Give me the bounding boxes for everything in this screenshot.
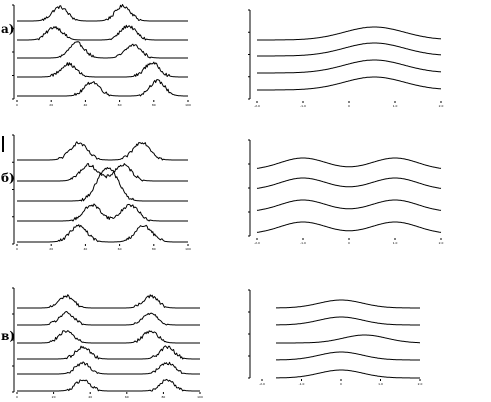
panel-v-left-noisy-traces: 0 20 40 60 80 100 <box>12 287 203 399</box>
profile-trace-2 <box>257 42 442 57</box>
profile-trace-3 <box>17 330 200 344</box>
x-tick-label: 2.0 <box>418 382 423 386</box>
profile-trace-3 <box>257 59 442 74</box>
x-tick-label: 100 <box>185 103 191 107</box>
profile-trace-3 <box>276 334 420 344</box>
x-tick-label: 80 <box>161 395 165 399</box>
x-tick-label: 0 <box>340 382 342 386</box>
panel-b-right-smooth-traces: -2.0 -1.0 0 1.0 2.0 <box>248 139 444 245</box>
profile-trace-1 <box>17 141 188 161</box>
x-tick-label: 2.0 <box>439 241 444 245</box>
profile-trace-4 <box>276 351 420 361</box>
profile-trace-1 <box>276 299 420 309</box>
profile-trace-4 <box>17 61 188 78</box>
x-tick-label: 80 <box>152 103 156 107</box>
profile-trace-2 <box>276 316 420 326</box>
panel-a-left-noisy-traces: 0 20 40 60 80 100 <box>12 4 191 107</box>
x-tick-label: 0 <box>16 103 18 107</box>
profile-trace-2 <box>17 163 188 182</box>
x-tick-label: 100 <box>197 395 203 399</box>
x-tick-label: 60 <box>118 103 122 107</box>
profile-trace-2 <box>17 311 200 326</box>
profile-trace-3 <box>17 167 188 202</box>
profile-trace-4 <box>17 345 200 360</box>
x-tick-label: -2.0 <box>259 382 265 386</box>
x-tick-label: 0 <box>16 395 18 399</box>
x-tick-label: 40 <box>83 247 87 251</box>
x-tick-label: 60 <box>125 395 129 399</box>
x-tick-label: 60 <box>118 247 122 251</box>
panel-b-left-noisy-traces: 0 20 40 60 80 100 <box>12 134 191 251</box>
x-tick-label: 40 <box>88 395 92 399</box>
panel-label-a: а) <box>1 22 14 36</box>
x-tick-label: 2.0 <box>439 104 444 108</box>
profile-trace-4 <box>257 76 442 91</box>
profile-trace-5 <box>17 224 188 243</box>
x-tick-label: -1.0 <box>300 241 306 245</box>
x-tick-label: 20 <box>52 395 56 399</box>
profile-trace-6 <box>17 378 200 392</box>
profile-trace-3 <box>17 41 188 59</box>
profile-trace-5 <box>17 79 188 97</box>
x-tick-label: 0 <box>348 104 350 108</box>
profile-trace-2 <box>17 24 188 41</box>
x-tick-label: 0 <box>16 247 18 251</box>
panel-label-b: б) <box>1 171 15 185</box>
x-tick-label: -2.0 <box>254 241 260 245</box>
x-tick-label: 1.0 <box>393 104 398 108</box>
x-tick-label: 1.0 <box>393 241 398 245</box>
x-tick-label: 1.0 <box>378 382 383 386</box>
x-tick-label: -1.0 <box>300 104 306 108</box>
x-tick-label: 80 <box>152 247 156 251</box>
x-tick-label: 0 <box>348 241 350 245</box>
profile-trace-3 <box>256 199 442 211</box>
x-tick-label: 20 <box>49 247 53 251</box>
profile-trace-4 <box>17 203 188 222</box>
panel-v-right-smooth-traces: -2.0 -1.0 0 1.0 2.0 <box>248 289 423 386</box>
x-tick-label: 100 <box>185 247 191 251</box>
profile-trace-1 <box>257 26 442 41</box>
profile-trace-5 <box>276 369 420 379</box>
x-tick-label: -2.0 <box>254 104 260 108</box>
x-tick-label: -1.0 <box>299 382 305 386</box>
profile-trace-1 <box>256 157 442 169</box>
panel-a-right-smooth-traces: -2.0 -1.0 0 1.0 2.0 <box>248 9 444 108</box>
x-tick-label: 40 <box>83 103 87 107</box>
profile-trace-2 <box>256 177 442 189</box>
profile-trace-1 <box>17 294 200 309</box>
panel-label-v: в) <box>1 329 15 343</box>
profile-trace-1 <box>17 4 188 22</box>
profile-trace-5 <box>17 361 200 375</box>
x-tick-label: 20 <box>49 103 53 107</box>
profile-trace-4 <box>256 221 442 233</box>
